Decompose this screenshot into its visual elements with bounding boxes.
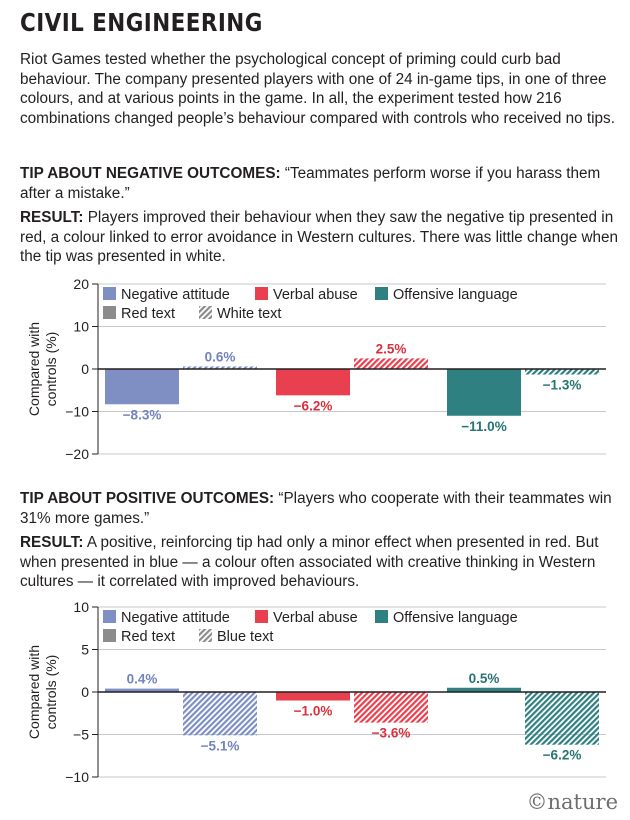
data-label: −1.0%: [294, 704, 333, 719]
data-label: −3.6%: [372, 726, 411, 741]
result-text: A positive, reinforcing tip had only a m…: [20, 534, 599, 590]
bar-verbal-abuse-blue-text: [354, 692, 428, 723]
y-axis-label-line: Compared with: [26, 645, 42, 739]
tip-text: “Players who cooperate with their teamma…: [20, 490, 612, 527]
bar-verbal-abuse-red-text: [276, 369, 350, 396]
page-title: CIVIL ENGINEERING: [20, 8, 263, 37]
legend-swatch-red-text: [103, 306, 116, 319]
legend-swatch-white-text: [199, 306, 212, 319]
y-tick-label: −5: [73, 727, 89, 743]
bar-negative-attitude-red-text: [105, 369, 179, 405]
y-axis-label-line: Compared with: [26, 322, 42, 416]
y-axis-label: Compared with controls (%): [26, 645, 59, 739]
y-tick-label: −10: [65, 404, 89, 420]
data-label: −8.3%: [123, 407, 162, 422]
legend-label-negative-attitude: Negative attitude: [121, 610, 230, 626]
legend-swatch-red-text: [103, 629, 116, 642]
result-text: Players improved their behaviour when th…: [20, 209, 619, 265]
bar-offensive-language-red-text: [447, 687, 521, 692]
legend-swatch-offensive-language: [375, 610, 388, 623]
data-label: 0.5%: [469, 671, 500, 686]
bar-negative-attitude-blue-text: [183, 692, 257, 736]
bar-offensive-language-white-text: [525, 369, 599, 375]
data-label: 0.4%: [127, 672, 158, 687]
legend-swatch-verbal-abuse: [255, 287, 268, 300]
y-tick-label: 5: [81, 642, 89, 658]
y-tick-label: −20: [65, 446, 89, 462]
y-tick-label: −10: [65, 769, 89, 785]
bar-verbal-abuse-white-text: [354, 358, 428, 369]
y-tick-label: 0: [81, 684, 89, 700]
y-tick-label: 10: [73, 599, 89, 615]
legend-swatch-verbal-abuse: [255, 610, 268, 623]
result-label: RESULT:: [20, 534, 84, 551]
legend-label-red-text: Red text: [121, 306, 175, 322]
legend-label-red-text: Red text: [121, 629, 175, 645]
chart-positive-tip: 10 5 0 −5 −10 Compared with controls (%) Negati…: [26, 599, 606, 785]
y-tick-label: 0: [81, 361, 89, 377]
bar-verbal-abuse-red-text: [276, 692, 350, 701]
bar-offensive-language-blue-text: [525, 692, 599, 745]
legend-label-verbal-abuse: Verbal abuse: [273, 610, 358, 626]
bar-negative-attitude-white-text: [183, 366, 257, 369]
legend-label-negative-attitude: Negative attitude: [121, 287, 230, 303]
legend-label-verbal-abuse: Verbal abuse: [273, 287, 358, 303]
chart-negative-tip: 20 10 0 −10 −20 Compared with controls (%) Nega…: [26, 276, 606, 462]
nature-logo: ©nature: [526, 790, 618, 814]
y-tick-label: 20: [73, 276, 89, 292]
data-label: −6.2%: [294, 398, 333, 413]
legend-label-offensive-language: Offensive language: [393, 287, 518, 303]
legend-swatch-negative-attitude: [103, 610, 116, 623]
y-axis-label-line: controls (%): [43, 332, 59, 407]
tip-positive-outcomes: TIP ABOUT POSITIVE OUTCOMES: “Players wh…: [20, 489, 620, 528]
bar-offensive-language-red-text: [447, 369, 521, 416]
data-label: 2.5%: [376, 341, 407, 356]
legend-label-offensive-language: Offensive language: [393, 610, 518, 626]
y-axis-label-line: controls (%): [43, 655, 59, 730]
result-label: RESULT:: [20, 209, 84, 226]
legend-swatch-blue-text: [199, 629, 212, 642]
result-negative-outcomes: RESULT: Players improved their behaviour…: [20, 208, 620, 267]
data-label: −1.3%: [543, 378, 582, 393]
tip-label: TIP ABOUT POSITIVE OUTCOMES:: [20, 490, 275, 507]
tip-label: TIP ABOUT NEGATIVE OUTCOMES:: [20, 165, 281, 182]
y-tick-label: 10: [73, 319, 89, 335]
data-label: −5.1%: [201, 738, 240, 753]
legend-label-white-text: White text: [217, 306, 281, 322]
data-label: −6.2%: [543, 748, 582, 763]
tip-text: “Teammates perform worse if you harass t…: [20, 165, 601, 202]
data-label: −11.0%: [461, 419, 506, 434]
legend-swatch-negative-attitude: [103, 287, 116, 300]
bar-negative-attitude-red-text: [105, 688, 179, 692]
data-label: 0.6%: [205, 349, 236, 364]
result-positive-outcomes: RESULT: A positive, reinforcing tip had …: [20, 533, 620, 592]
legend-label-blue-text: Blue text: [217, 629, 273, 645]
legend-swatch-offensive-language: [375, 287, 388, 300]
tip-negative-outcomes: TIP ABOUT NEGATIVE OUTCOMES: “Teammates …: [20, 164, 620, 203]
y-axis-label: Compared with controls (%): [26, 322, 59, 416]
intro-paragraph: Riot Games tested whether the psychologi…: [20, 51, 615, 127]
